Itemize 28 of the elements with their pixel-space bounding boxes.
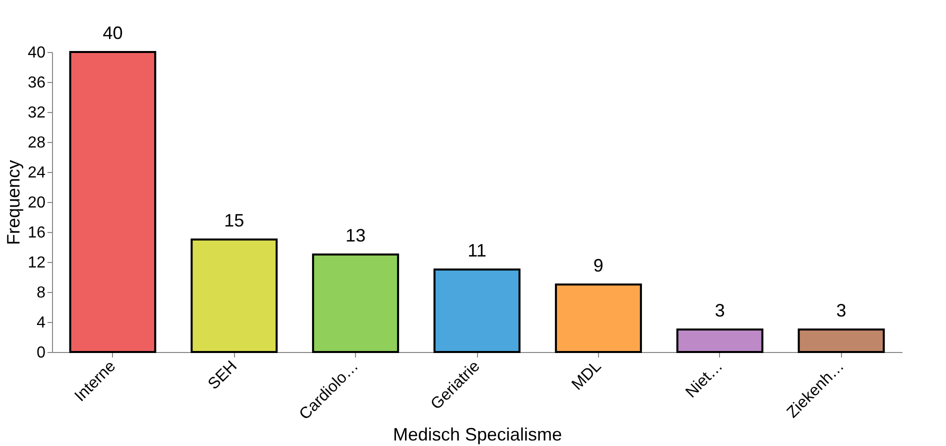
y-tick-label: 36 [28, 74, 46, 92]
y-tick-label: 12 [28, 254, 46, 272]
y-axis-title: Frequency [4, 160, 24, 246]
y-tick-label: 40 [28, 44, 46, 62]
y-tick-label: 8 [36, 284, 46, 302]
x-axis-title: Medisch Specialisme [392, 424, 562, 445]
bar [676, 328, 764, 353]
y-tick-label: 28 [28, 134, 46, 152]
y-tick-label: 32 [28, 104, 46, 122]
bar [312, 254, 400, 353]
data-label: 3 [836, 300, 846, 320]
data-label: 9 [593, 256, 604, 276]
data-label: 15 [224, 210, 244, 230]
data-label: 11 [468, 240, 486, 260]
bar [69, 51, 156, 353]
y-tick-label: 16 [28, 224, 46, 242]
bar [190, 238, 278, 353]
bar [434, 268, 520, 353]
bar [554, 284, 642, 353]
bar [798, 328, 885, 353]
data-label: 40 [102, 23, 123, 43]
x-tick-label: MDL [568, 358, 605, 394]
y-tick-label: 0 [36, 344, 46, 362]
y-tick-label: 20 [28, 194, 46, 212]
y-tick-label: 24 [28, 164, 46, 182]
y-tick-label: 4 [36, 314, 46, 332]
data-label: 3 [714, 300, 725, 320]
data-label: 13 [346, 226, 366, 246]
